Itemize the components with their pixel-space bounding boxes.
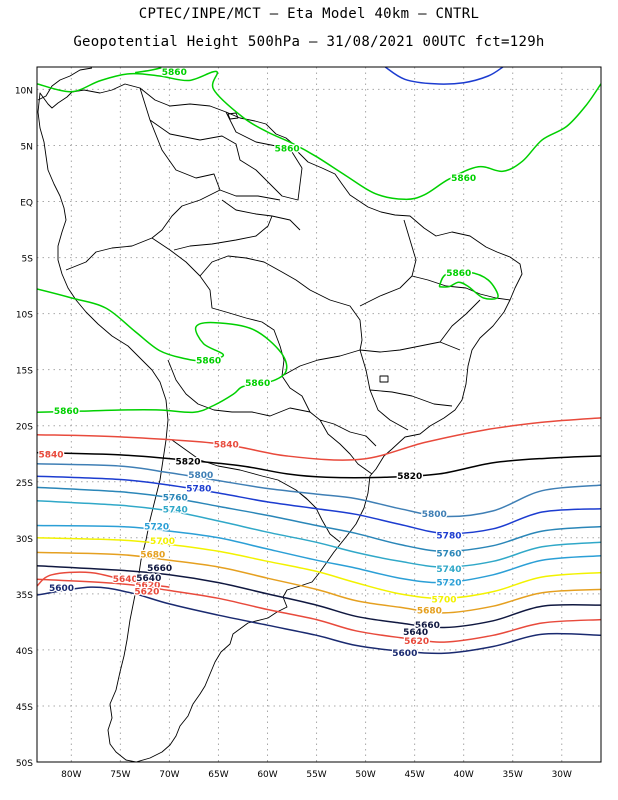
island [379, 375, 389, 383]
contour-label: 5660 [147, 564, 172, 574]
contour-line-5820 [37, 451, 601, 479]
lat-tick-label: 30S [16, 535, 33, 545]
lat-tick-label: 5N [21, 142, 33, 152]
contour-line-5720 [37, 524, 601, 584]
lat-tick-label: 20S [16, 423, 33, 433]
lon-tick-label: 55W [306, 770, 326, 780]
contour-label: 5680 [140, 551, 165, 561]
contour-label: 5640 [136, 574, 161, 584]
contour-label: 5660 [415, 621, 440, 631]
lon-tick-label: 70W [159, 770, 179, 780]
south-america-coastline [37, 83, 523, 762]
coastline-and-borders [37, 67, 523, 762]
contour-label: 5800 [422, 510, 447, 520]
contour-label: 5840 [214, 441, 239, 451]
contour-label: 5620 [404, 637, 429, 647]
contour-line-5840 [37, 417, 601, 461]
lat-tick-label: EQ [20, 199, 33, 209]
lon-tick-label: 35W [503, 770, 523, 780]
height-contours [37, 67, 601, 655]
contour-line-5880 [384, 67, 504, 85]
lat-lon-grid [37, 67, 601, 763]
contour-label: 5740 [163, 506, 188, 516]
map-frame [36, 66, 602, 763]
lat-tick-label: 45S [16, 703, 33, 713]
contour-line-5800 [37, 463, 601, 518]
contour-label: 5860 [275, 145, 300, 155]
lon-tick-label: 40W [453, 770, 473, 780]
contour-line-5860 [37, 288, 288, 414]
contour-label: 5780 [186, 484, 211, 494]
map-title-line1: CPTEC/INPE/MCT – Eta Model 40km – CNTRL [138, 6, 480, 22]
contour-label: 5860 [162, 68, 187, 78]
contour-label: 5740 [436, 565, 461, 575]
contour-label: 5680 [417, 607, 442, 617]
contour-line-5840 [37, 571, 170, 588]
contour-line-5600 [37, 586, 601, 655]
lon-tick-label: 65W [208, 770, 228, 780]
contour-label: 5620 [134, 587, 159, 597]
contour-label: 5640 [403, 628, 428, 638]
lat-tick-label: 10S [16, 311, 33, 321]
contour-label: 5600 [49, 584, 74, 594]
contour-label: 5600 [392, 649, 417, 659]
lat-tick-label: 15S [16, 367, 33, 377]
contour-label: 5760 [163, 493, 188, 503]
central-america-coastline [37, 67, 93, 101]
contour-label: 5860 [446, 269, 471, 279]
contour-label: 5760 [436, 549, 461, 559]
contour-label: 5620 [135, 581, 160, 591]
contour-line-5660 [37, 565, 601, 629]
contour-line-5780 [37, 475, 601, 535]
lon-tick-label: 45W [404, 770, 424, 780]
lat-tick-label: 40S [16, 647, 33, 657]
caribbean-island [227, 112, 239, 120]
lon-tick-label: 30W [552, 770, 572, 780]
lon-tick-label: 80W [61, 770, 81, 780]
contour-line-5840 [37, 578, 601, 643]
contour-label: 5720 [436, 579, 461, 589]
contour-line-5860 [37, 70, 601, 201]
lat-tick-label: 35S [16, 591, 33, 601]
contour-line-5860 [134, 67, 165, 74]
contour-labels: 5860 5860 5860 5860 5860 5860 5860 5840 5840 5820… [37, 67, 477, 661]
lon-tick-label: 75W [110, 770, 130, 780]
contour-label: 5840 [38, 451, 63, 461]
contour-line-5680 [37, 551, 601, 614]
lat-tick-label: 5S [22, 255, 34, 265]
contour-label: 5820 [397, 472, 422, 482]
contour-label: 5820 [176, 457, 201, 467]
lon-tick-label: 60W [257, 770, 277, 780]
contour-label: 5720 [144, 522, 169, 532]
contour-label: 5800 [188, 471, 213, 481]
contour-line-5740 [37, 500, 601, 568]
lon-tick-label: 50W [355, 770, 375, 780]
map-title-line2: Geopotential Height 500hPa – 31/08/2021 … [73, 34, 545, 50]
country-borders [65, 87, 511, 543]
contour-line-5860 [438, 270, 499, 300]
contour-label: 5780 [436, 531, 461, 541]
contour-label: 5700 [150, 537, 175, 547]
contour-label: 5860 [245, 379, 270, 389]
contour-label: 5860 [196, 357, 221, 367]
contour-label: 5860 [451, 174, 476, 184]
axis-tick-labels: 10N 5N EQ 5S 10S 15S 20S 25S 30S 35S 40S 45S 50S 80W 7… [15, 86, 572, 780]
contour-label: 5640 [113, 575, 138, 585]
contour-line-5700 [37, 537, 601, 600]
contour-line-5760 [37, 486, 601, 553]
contour-label: 5860 [54, 407, 79, 417]
lat-tick-label: 50S [16, 759, 33, 769]
lat-tick-label: 25S [16, 479, 33, 489]
contour-label: 5700 [432, 595, 457, 605]
lat-tick-label: 10N [15, 86, 33, 96]
